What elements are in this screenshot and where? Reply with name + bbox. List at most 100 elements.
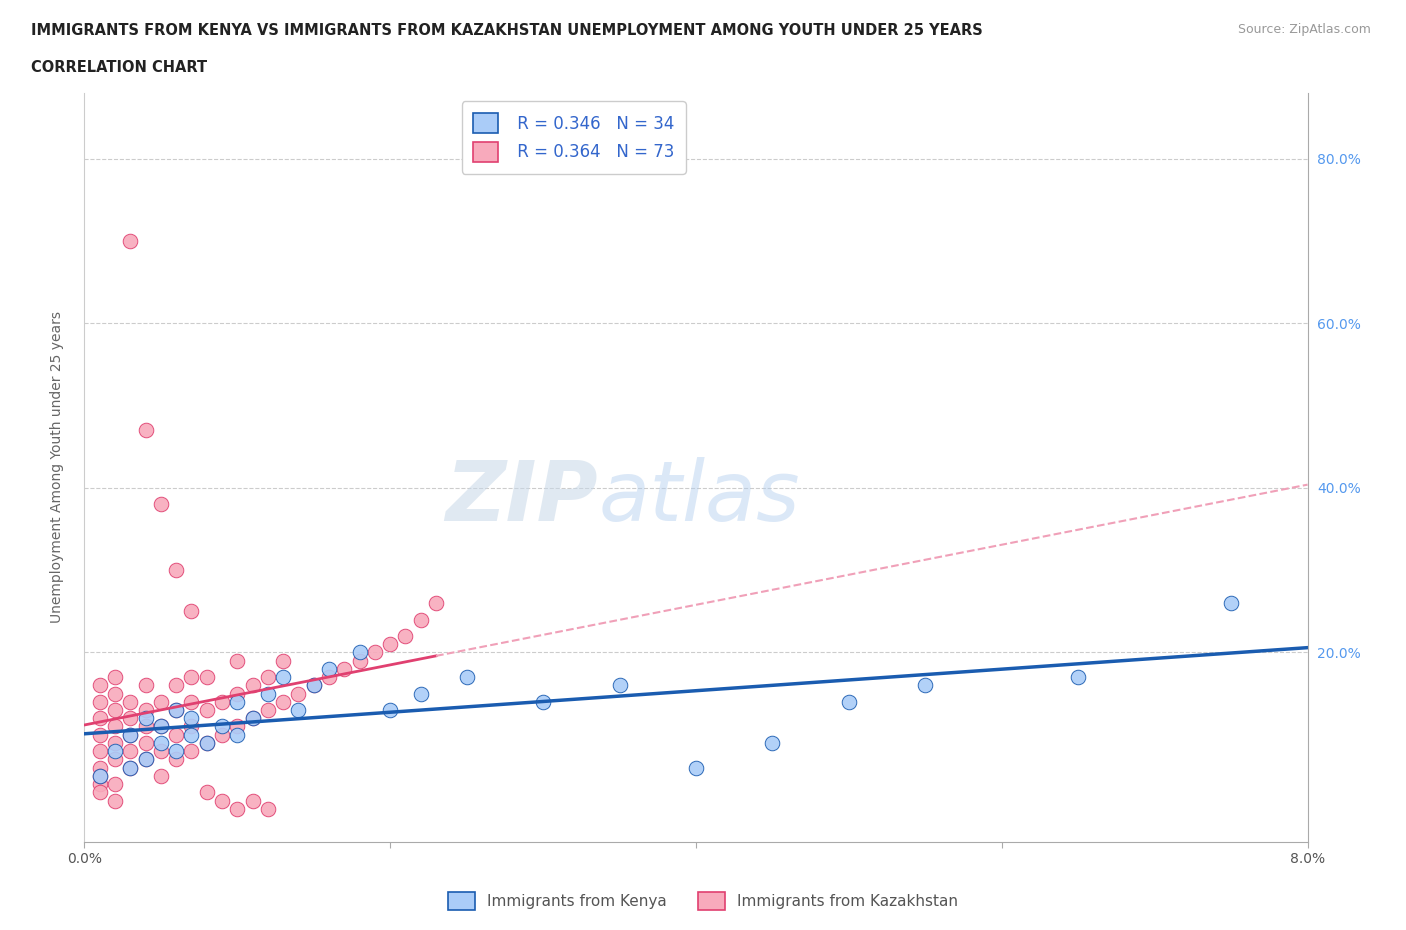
Point	[165, 744, 187, 759]
Text: ZIP: ZIP	[446, 457, 598, 538]
Point	[180, 604, 202, 618]
Point	[685, 760, 707, 775]
Point	[349, 653, 371, 668]
Point	[89, 777, 111, 791]
Point	[226, 686, 249, 701]
Point	[104, 702, 127, 717]
Point	[149, 497, 172, 512]
Point	[211, 727, 233, 742]
Point	[89, 711, 111, 725]
Point	[226, 653, 249, 668]
Point	[104, 777, 127, 791]
Point	[135, 423, 157, 438]
Point	[242, 678, 264, 693]
Point	[195, 736, 218, 751]
Point	[271, 695, 294, 710]
Legend:  R = 0.346   N = 34,  R = 0.364   N = 73: R = 0.346 N = 34, R = 0.364 N = 73	[461, 101, 686, 174]
Point	[226, 802, 249, 817]
Point	[456, 670, 478, 684]
Point	[104, 686, 127, 701]
Point	[120, 760, 142, 775]
Point	[89, 760, 111, 775]
Point	[89, 695, 111, 710]
Point	[195, 670, 218, 684]
Point	[89, 768, 111, 783]
Point	[165, 702, 187, 717]
Point	[609, 678, 631, 693]
Point	[287, 702, 309, 717]
Point	[380, 637, 402, 652]
Point	[89, 768, 111, 783]
Point	[271, 670, 294, 684]
Point	[180, 711, 202, 725]
Point	[135, 678, 157, 693]
Point	[104, 744, 127, 759]
Point	[761, 736, 783, 751]
Point	[1067, 670, 1090, 684]
Point	[257, 670, 280, 684]
Point	[180, 695, 202, 710]
Point	[318, 670, 340, 684]
Point	[135, 711, 157, 725]
Point	[257, 702, 280, 717]
Point	[120, 744, 142, 759]
Point	[333, 661, 356, 676]
Y-axis label: Unemployment Among Youth under 25 years: Unemployment Among Youth under 25 years	[49, 312, 63, 623]
Point	[149, 768, 172, 783]
Point	[226, 727, 249, 742]
Text: Source: ZipAtlas.com: Source: ZipAtlas.com	[1237, 23, 1371, 36]
Point	[149, 744, 172, 759]
Point	[120, 760, 142, 775]
Point	[302, 678, 325, 693]
Point	[104, 719, 127, 734]
Point	[104, 793, 127, 808]
Point	[135, 702, 157, 717]
Point	[226, 719, 249, 734]
Point	[226, 695, 249, 710]
Point	[257, 802, 280, 817]
Point	[1220, 595, 1243, 610]
Point	[409, 686, 432, 701]
Point	[104, 670, 127, 684]
Point	[149, 719, 172, 734]
Point	[135, 719, 157, 734]
Point	[211, 793, 233, 808]
Point	[89, 678, 111, 693]
Point	[302, 678, 325, 693]
Point	[120, 695, 142, 710]
Point	[349, 645, 371, 660]
Point	[409, 612, 432, 627]
Point	[242, 711, 264, 725]
Point	[180, 727, 202, 742]
Point	[104, 736, 127, 751]
Point	[165, 702, 187, 717]
Point	[195, 702, 218, 717]
Point	[425, 595, 447, 610]
Point	[180, 719, 202, 734]
Point	[120, 711, 142, 725]
Point	[364, 645, 387, 660]
Point	[394, 629, 416, 644]
Point	[180, 670, 202, 684]
Point	[135, 752, 157, 767]
Point	[380, 702, 402, 717]
Point	[149, 719, 172, 734]
Point	[195, 785, 218, 800]
Point	[165, 727, 187, 742]
Text: atlas: atlas	[598, 457, 800, 538]
Point	[89, 727, 111, 742]
Point	[287, 686, 309, 701]
Point	[135, 752, 157, 767]
Point	[120, 233, 142, 248]
Point	[104, 752, 127, 767]
Point	[165, 678, 187, 693]
Point	[165, 752, 187, 767]
Point	[914, 678, 936, 693]
Point	[838, 695, 860, 710]
Point	[149, 695, 172, 710]
Point	[120, 727, 142, 742]
Point	[135, 736, 157, 751]
Point	[149, 736, 172, 751]
Point	[257, 686, 280, 701]
Point	[271, 653, 294, 668]
